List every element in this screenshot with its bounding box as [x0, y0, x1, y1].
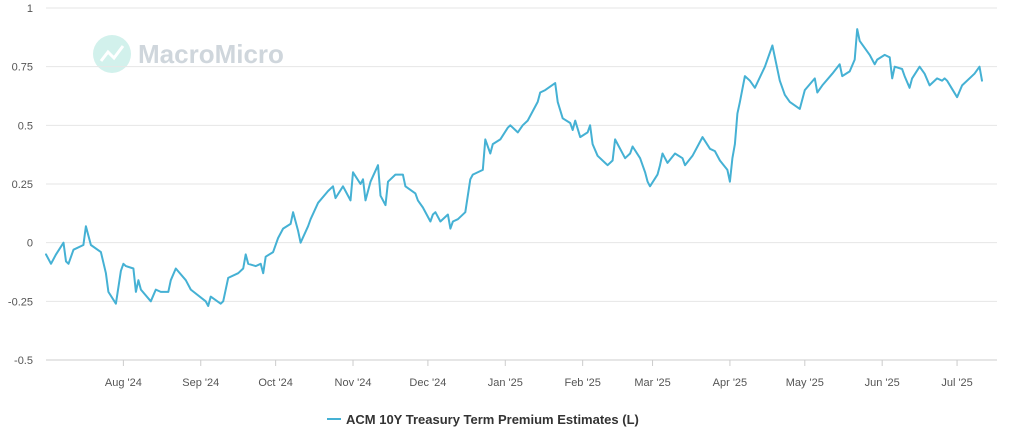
y-tick-label: -0.5 [14, 355, 33, 367]
y-tick-label: -0.25 [8, 296, 33, 308]
y-tick-label: 0.75 [12, 62, 33, 74]
y-tick-label: 0.5 [18, 120, 33, 132]
x-tick-label: Apr '25 [713, 377, 748, 389]
x-tick-label: Aug '24 [105, 377, 142, 389]
x-tick-label: Dec '24 [409, 377, 446, 389]
x-tick-label: Feb '25 [564, 377, 600, 389]
x-tick-label: Sep '24 [182, 377, 219, 389]
y-tick-label: 1 [27, 3, 33, 15]
x-tick-label: Jun '25 [865, 377, 900, 389]
y-axis: -0.5 -0.25 0 0.25 0.5 0.75 1 [8, 3, 33, 367]
y-tick-label: 0 [27, 238, 33, 250]
x-tick-label: Oct '24 [258, 377, 293, 389]
watermark-logo-line-icon [99, 45, 125, 62]
x-tick-label: Mar '25 [634, 377, 670, 389]
series-line-term-premium [45, 28, 983, 307]
series-group [45, 28, 983, 307]
macromicro-watermark: MacroMicro [93, 35, 284, 73]
watermark-text: MacroMicro [138, 39, 284, 69]
y-tick-label: 0.25 [12, 179, 33, 191]
legend-label: ACM 10Y Treasury Term Premium Estimates … [346, 412, 639, 427]
x-tick-label: Jan '25 [488, 377, 523, 389]
x-tick-label: Jul '25 [941, 377, 972, 389]
x-tick-label: Nov '24 [335, 377, 372, 389]
x-axis: Aug '24 Sep '24 Oct '24 Nov '24 Dec '24 Jan '… [46, 359, 997, 389]
x-tick-label: May '25 [786, 377, 824, 389]
legend[interactable]: ACM 10Y Treasury Term Premium Estimates … [327, 412, 639, 427]
